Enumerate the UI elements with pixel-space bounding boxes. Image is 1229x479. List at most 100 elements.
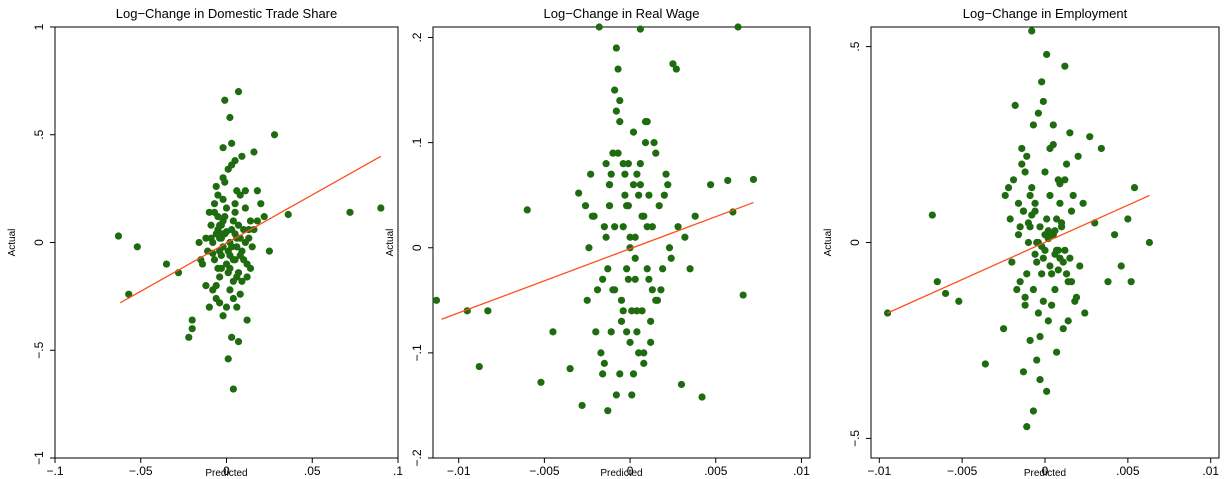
y-tick-label: 0 (848, 239, 862, 246)
scatter-point (233, 243, 241, 251)
scatter-point (629, 181, 638, 189)
scatter-point (224, 355, 232, 363)
scatter-point (628, 391, 636, 399)
scatter-point (1009, 176, 1018, 184)
scatter-point (1029, 407, 1037, 415)
scatter-point (1076, 262, 1084, 270)
scatter-point (628, 307, 636, 315)
scatter-point (657, 286, 665, 294)
scatter-point (1057, 219, 1066, 227)
scatter-point (214, 264, 222, 272)
scatter-point (1043, 387, 1051, 395)
scatter-point (236, 290, 244, 298)
scatter-point (1028, 27, 1036, 35)
scatter-point (578, 401, 586, 410)
scatter-point (1033, 258, 1041, 266)
x-tick-label: −.05 (129, 464, 153, 478)
scatter-point (228, 243, 236, 251)
scatter-point (614, 149, 622, 157)
scatter-point (1086, 133, 1094, 141)
scatter-point (629, 128, 638, 136)
x-tick-label: −.005 (529, 464, 560, 478)
y-axis-label: Actual (823, 229, 834, 257)
scatter-point (1097, 144, 1105, 153)
scatter-point (377, 204, 385, 212)
x-tick-label: −.005 (947, 464, 978, 478)
scatter-point (1036, 223, 1044, 231)
scatter-point (633, 170, 641, 178)
y-tick-label: .1 (410, 137, 424, 147)
scatter-point (229, 217, 237, 225)
scatter-point (219, 243, 227, 251)
scatter-point (1021, 293, 1029, 301)
scatter-point (626, 233, 634, 241)
scatter-point (933, 278, 941, 286)
scatter-point (1053, 348, 1061, 356)
scatter-point (1043, 50, 1051, 59)
x-tick-label: .01 (1202, 464, 1219, 478)
scatter-point (125, 290, 133, 298)
scatter-point (587, 170, 595, 178)
x-axis-label: Predicted (600, 468, 642, 479)
chart-title: Log−Change in Domestic Trade Share (116, 6, 338, 21)
scatter-point (484, 307, 492, 315)
scatter-point (219, 195, 227, 203)
scatter-point (1026, 223, 1034, 231)
scatter-point (1014, 231, 1023, 239)
scatter-point (619, 160, 627, 168)
y-tick-label: −.5 (848, 430, 862, 447)
scatter-point (1069, 191, 1077, 200)
scatter-point (1016, 278, 1024, 286)
y-axis-label: Actual (385, 229, 396, 257)
scatter-point (221, 96, 229, 104)
scatter-point (231, 200, 239, 208)
scatter-point (640, 349, 648, 357)
scatter-point (1023, 270, 1031, 278)
scatter-point (599, 275, 607, 283)
scatter-point (1048, 301, 1056, 309)
scatter-point (707, 181, 715, 189)
scatter-point (1064, 317, 1072, 325)
scatter-point (1051, 250, 1059, 258)
scatter-point (1029, 121, 1037, 129)
scatter-point (1029, 285, 1037, 294)
scatter-point (219, 144, 227, 152)
scatter-point (583, 296, 591, 304)
scatter-point (250, 148, 258, 156)
y-tick-label: −.5 (32, 341, 46, 358)
scatter-point (233, 303, 241, 311)
scatter-point (226, 113, 234, 122)
scatter-point (660, 191, 668, 199)
scatter-point (1038, 78, 1046, 86)
scatter-point (1044, 317, 1052, 325)
scatter-point (229, 277, 237, 285)
scatter-point (1061, 246, 1069, 254)
scatter-point (585, 244, 593, 252)
scatter-point (645, 275, 653, 283)
x-tick-label: .01 (793, 464, 810, 478)
scatter-point (205, 208, 213, 216)
y-tick-label: −1 (32, 451, 46, 465)
scatter-point (246, 217, 255, 225)
scatter-point (1046, 262, 1054, 270)
x-tick-label: −.1 (46, 464, 63, 478)
scatter-point (592, 328, 600, 336)
scatter-point (238, 247, 246, 255)
scatter-point (575, 189, 583, 197)
scatter-point (665, 244, 674, 252)
panel-real-wage: Log−Change in Real Wage Predicted Actual −.… (385, 6, 811, 479)
scatter-point (1074, 152, 1082, 160)
scatter-point (647, 317, 655, 325)
scatter-point (631, 275, 639, 283)
scatter-point (231, 208, 239, 216)
scatter-point (593, 286, 602, 294)
scatter-point (1019, 207, 1028, 215)
scatter-point (1011, 101, 1019, 109)
scatter-point (633, 328, 641, 336)
scatter-point (619, 307, 627, 315)
scatter-point (1041, 246, 1049, 254)
scatter-point (1043, 215, 1051, 223)
y-tick-label: 0 (32, 239, 46, 246)
scatter-point (229, 385, 237, 393)
scatter-point (624, 160, 632, 168)
